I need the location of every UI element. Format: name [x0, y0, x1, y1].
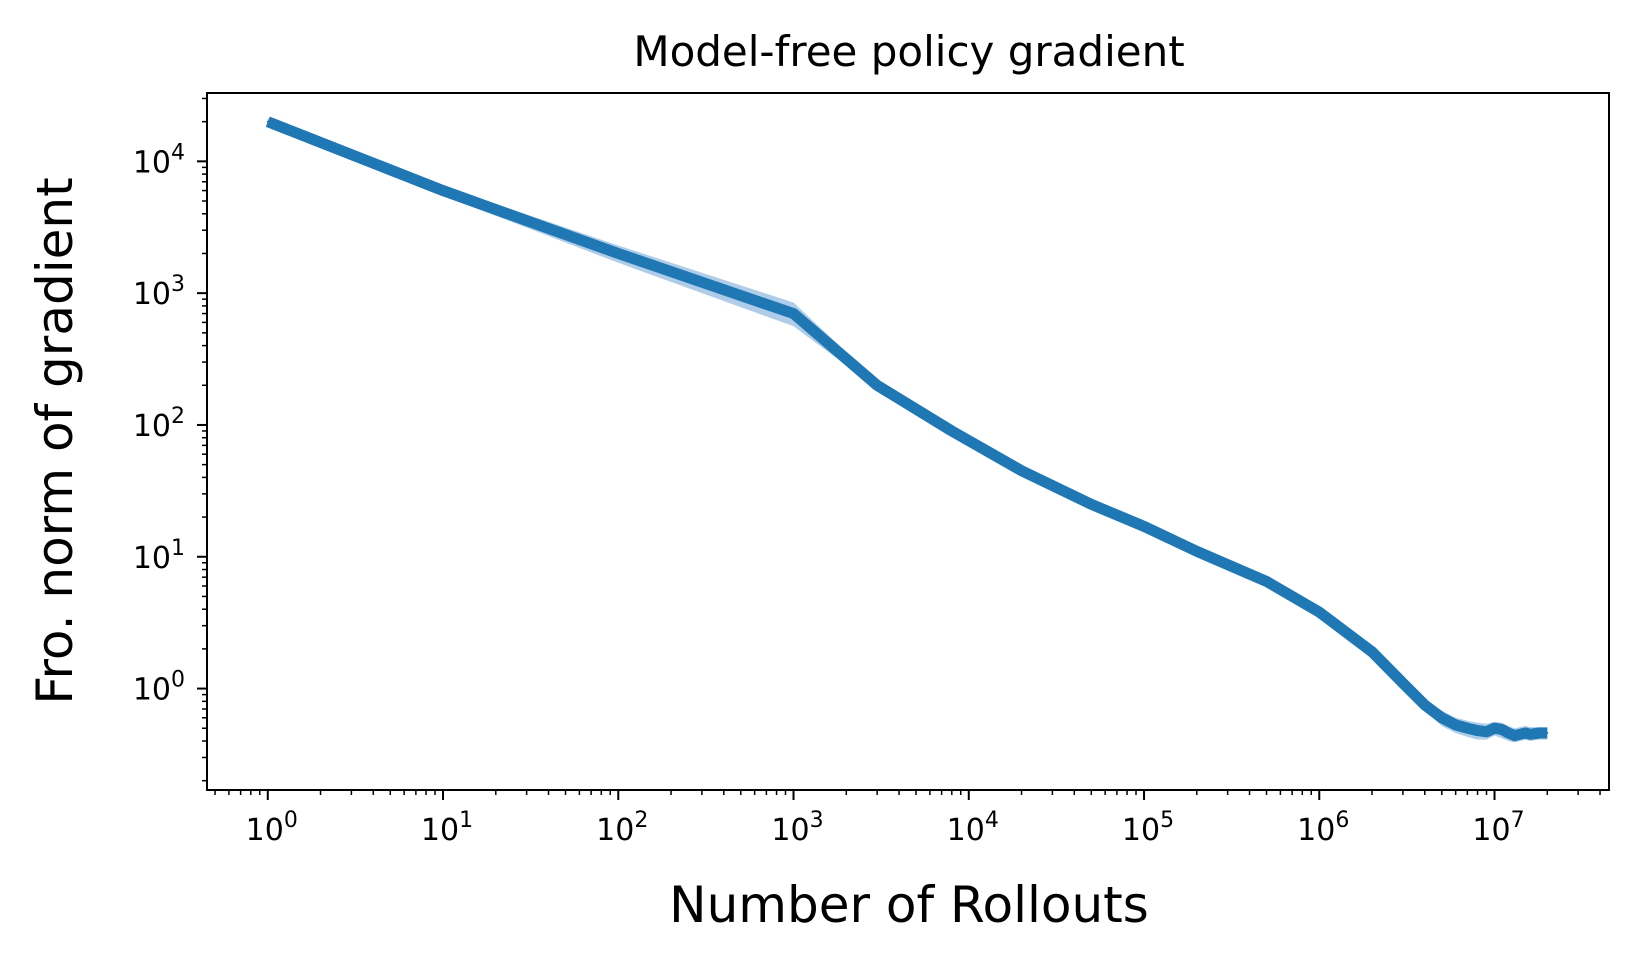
data-point [1500, 728, 1503, 731]
data-point [792, 312, 795, 315]
data-point [1401, 682, 1404, 685]
plot-frame [206, 92, 1610, 791]
data-point [1538, 732, 1541, 734]
data-point [1466, 727, 1469, 730]
data-point [1476, 729, 1479, 732]
data-point [1195, 550, 1198, 553]
data-point [1507, 732, 1510, 734]
data-point [876, 384, 879, 387]
data-point [266, 120, 269, 123]
x-tick-label: 104 [947, 808, 999, 848]
data-point [1485, 730, 1488, 733]
data-point [1493, 727, 1496, 730]
data-point [1265, 580, 1268, 583]
data-point [1143, 525, 1145, 528]
x-tick-label: 103 [771, 808, 823, 848]
x-tick-label: 105 [1122, 808, 1174, 848]
x-tick-label: 102 [596, 808, 648, 848]
data-point [1454, 723, 1457, 726]
data-point [442, 189, 444, 192]
y-tick-label: 101 [133, 536, 185, 576]
x-tick-label: 101 [421, 808, 473, 848]
data-point [1524, 732, 1527, 734]
x-tick-label: 100 [246, 808, 298, 848]
data-point [1519, 733, 1522, 736]
y-tick-label: 100 [133, 668, 185, 708]
x-axis-label: Number of Rollouts [669, 876, 1149, 934]
y-axis-label: Fro. norm of gradient [26, 177, 84, 704]
data-point [950, 430, 953, 432]
data-point [1529, 733, 1532, 736]
data-point [1513, 734, 1516, 737]
data-point [1371, 650, 1373, 653]
x-tick-label: 106 [1297, 808, 1349, 848]
y-tick-label: 104 [133, 140, 185, 180]
y-tick-label: 103 [133, 272, 185, 312]
chart-title: Model-free policy gradient [633, 27, 1184, 76]
data-point [1020, 469, 1023, 472]
y-tick-label: 102 [133, 404, 185, 444]
data-point [1090, 503, 1093, 506]
data-point [1423, 704, 1426, 706]
data-point [1440, 716, 1443, 719]
x-tick-label: 107 [1472, 808, 1524, 848]
plot-area [265, 116, 1549, 743]
data-point [1546, 732, 1549, 734]
data-point [617, 252, 620, 255]
data-point [1318, 611, 1321, 614]
